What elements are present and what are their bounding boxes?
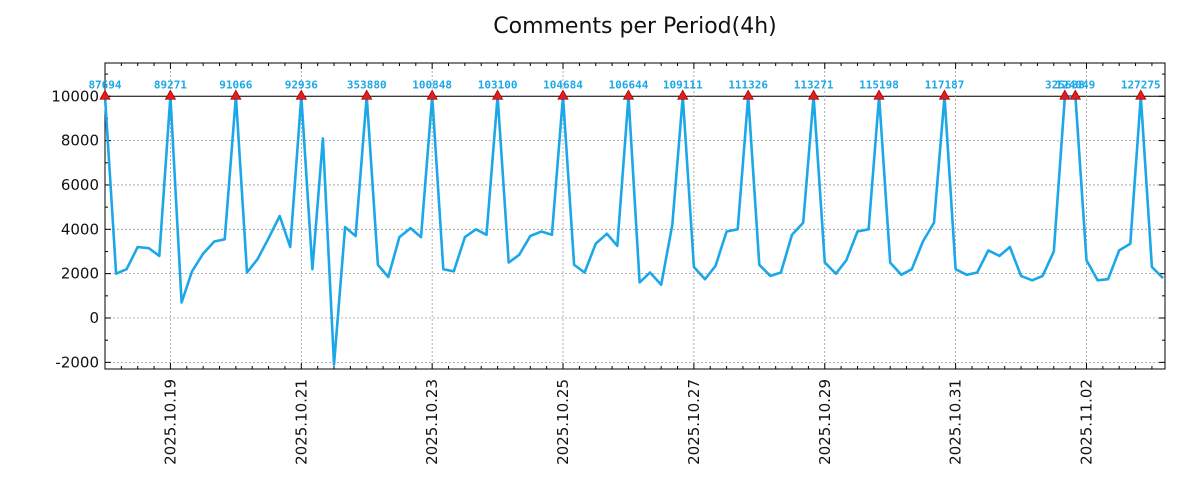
peak-label: 117187	[925, 78, 965, 91]
chart-title: Comments per Period(4h)	[493, 14, 777, 39]
peak-marker	[557, 89, 569, 100]
peak-layer: 87694 89271 91066 92936 353880 100848 103100 10…	[88, 78, 1161, 100]
peak-marker	[295, 89, 307, 100]
peak-label: 89271	[154, 78, 187, 91]
peak-marker	[361, 89, 373, 100]
peak-label: 87694	[88, 78, 121, 91]
y-tick-label: 8000	[61, 132, 99, 150]
peak-marker	[1135, 89, 1147, 100]
peak-marker	[230, 89, 242, 100]
peak-label: 124049	[1055, 78, 1095, 91]
peak-marker	[873, 89, 885, 100]
peak-marker	[1059, 89, 1071, 100]
x-tick-label: 2025.10.19	[161, 379, 179, 465]
peak-label: 127275	[1121, 78, 1161, 91]
y-tick-label: 4000	[61, 220, 99, 238]
peak-label: 353880	[347, 78, 387, 91]
axis-layer	[104, 62, 1166, 370]
x-tick-label: 2025.11.02	[1077, 379, 1095, 465]
y-tick-label: 6000	[61, 176, 99, 194]
peak-label: 115198	[859, 78, 899, 91]
y-tick-label: 0	[89, 309, 99, 327]
peak-marker	[99, 89, 111, 100]
peak-label: 104684	[543, 78, 583, 91]
peak-label: 109111	[663, 78, 703, 91]
peak-label: 100848	[412, 78, 452, 91]
y-tick-label: 10000	[51, 87, 99, 105]
x-tick-label: 2025.10.23	[423, 379, 441, 465]
x-tick-label: 2025.10.27	[685, 379, 703, 465]
peak-marker	[1069, 89, 1082, 100]
y-tick-label: -2000	[55, 353, 99, 371]
peak-label: 91066	[219, 78, 252, 91]
peak-marker	[426, 89, 438, 100]
x-tick-label: 2025.10.21	[292, 379, 310, 465]
x-tick-label: 2025.10.29	[816, 379, 834, 465]
peak-marker	[938, 89, 951, 100]
peak-label: 111326	[728, 78, 768, 91]
peak-marker	[164, 89, 177, 100]
series-layer	[103, 95, 1164, 366]
peak-marker	[491, 89, 504, 100]
peak-marker	[807, 89, 820, 100]
x-tick-label: 2025.10.31	[947, 379, 965, 465]
peak-label: 103100	[478, 78, 518, 91]
x-tick-label: 2025.10.25	[554, 379, 572, 465]
y-tick-label: 2000	[61, 265, 99, 283]
peak-label: 325688	[1045, 78, 1085, 91]
peak-label: 106644	[609, 78, 649, 91]
plot-frame	[104, 62, 1166, 370]
peak-marker	[742, 89, 754, 100]
peak-label: 92936	[285, 78, 318, 91]
series-line	[103, 95, 1164, 366]
peak-marker	[677, 89, 689, 100]
peak-label: 113271	[794, 78, 834, 91]
label-layer: -2000 0 2000 4000 6000 8000 10000 2025.10.19 202…	[51, 87, 1095, 465]
peak-marker	[622, 89, 635, 100]
